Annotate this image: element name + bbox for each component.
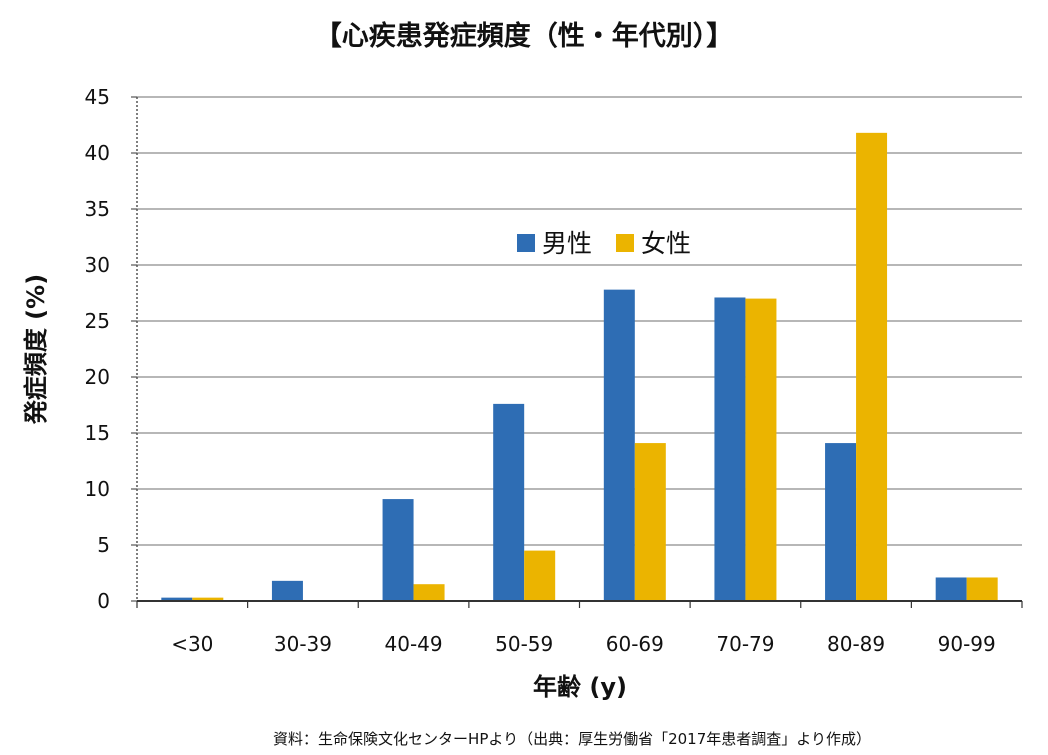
- bar-male-3: [382, 499, 414, 601]
- bar-male-7: [825, 443, 857, 601]
- y-axis-ticks: 0 5 10 15 20 25 30 35 40 45: [85, 85, 137, 613]
- y-axis-title: 発症頻度 (%): [22, 274, 50, 425]
- y-tick-label: 10: [85, 477, 110, 501]
- bar-female-3: [413, 584, 445, 601]
- y-tick-label: 25: [85, 309, 110, 333]
- bar-female-7: [856, 132, 888, 601]
- gridlines: [137, 96, 1022, 546]
- bar-male-1: [161, 597, 193, 601]
- bar-female-1: [192, 597, 224, 601]
- legend: 男性 女性: [517, 229, 691, 258]
- y-tick-label: 30: [85, 253, 110, 277]
- x-tick-label: 70-79: [716, 632, 774, 656]
- legend-swatch-female: [616, 234, 634, 252]
- y-tick-label: 5: [97, 533, 110, 557]
- legend-label-male: 男性: [542, 229, 592, 258]
- x-tick-label: 90-99: [938, 632, 996, 656]
- y-tick-label: 35: [85, 197, 110, 221]
- bar-male-5: [603, 289, 635, 601]
- x-tick-label: <30: [171, 632, 213, 656]
- bar-female-6: [745, 298, 777, 601]
- y-tick-label: 20: [85, 365, 110, 389]
- bar-male-8: [935, 577, 967, 601]
- x-tick-label: 50-59: [495, 632, 553, 656]
- y-tick-label: 40: [85, 141, 110, 165]
- x-tick-label: 40-49: [385, 632, 443, 656]
- x-tick-label: 60-69: [606, 632, 664, 656]
- bar-male-4: [493, 403, 525, 601]
- x-axis-ticks: <30 30-39 40-49 50-59 60-69 70-79 80-89 90-99: [136, 601, 1023, 656]
- x-axis-title: 年齢 (y): [533, 673, 627, 701]
- bar-female-8: [966, 577, 998, 601]
- y-tick-label: 45: [85, 85, 110, 109]
- y-tick-label: 15: [85, 421, 110, 445]
- legend-swatch-male: [517, 234, 535, 252]
- x-tick-label: 30-39: [274, 632, 332, 656]
- x-tick-label: 80-89: [827, 632, 885, 656]
- bars: [161, 132, 998, 601]
- chart-title: 【心疾患発症頻度（性・年代別）】: [315, 20, 734, 52]
- bar-male-2: [271, 580, 303, 601]
- bar-male-6: [714, 297, 746, 601]
- y-tick-label: 0: [97, 589, 110, 613]
- source-note: 資料：生命保険文化センターHPより（出典：厚生労働省「2017年患者調査」より作…: [273, 730, 871, 748]
- legend-label-female: 女性: [641, 229, 691, 258]
- bar-female-5: [634, 443, 666, 601]
- bar-female-4: [524, 550, 556, 601]
